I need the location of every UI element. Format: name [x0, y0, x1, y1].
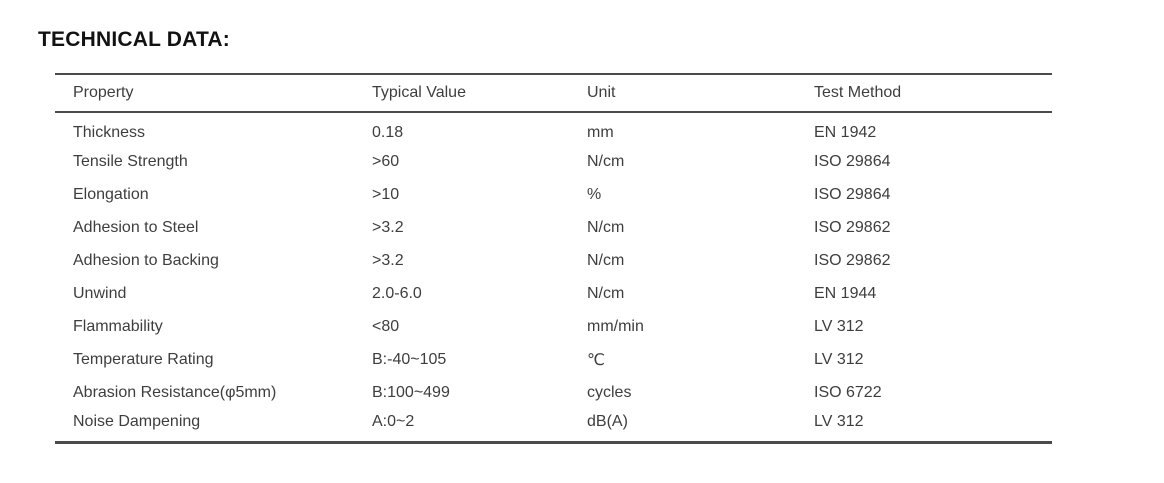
cell-typical-value: <80	[372, 317, 400, 335]
cell-test-method: ISO 6722	[814, 383, 882, 401]
cell-typical-value: 2.0-6.0	[372, 284, 422, 302]
cell-test-method: LV 312	[814, 350, 864, 368]
cell-typical-value: >3.2	[372, 218, 404, 236]
cell-unit: N/cm	[587, 218, 625, 236]
cell-unit: cycles	[587, 383, 632, 401]
cell-test-method: LV 312	[814, 412, 864, 430]
table-row: Adhesion to Steel >3.2 N/cm ISO 29862	[55, 211, 1052, 244]
cell-unit: %	[587, 185, 602, 203]
cell-test-method: EN 1942	[814, 123, 877, 141]
table-row: Thickness 0.18 mm EN 1942	[55, 112, 1052, 145]
table-row: Noise Dampening A:0~2 dB(A) LV 312	[55, 409, 1052, 442]
table-body: Thickness 0.18 mm EN 1942 Tensile Streng…	[55, 112, 1052, 442]
column-header-unit: Unit	[587, 74, 814, 113]
cell-unit: N/cm	[587, 284, 625, 302]
cell-property: Tensile Strength	[73, 152, 188, 170]
cell-property: Abrasion Resistance(φ5mm)	[73, 383, 277, 401]
table-row: Unwind 2.0-6.0 N/cm EN 1944	[55, 277, 1052, 310]
cell-test-method: ISO 29864	[814, 185, 891, 203]
cell-test-method: ISO 29862	[814, 251, 891, 269]
cell-typical-value: A:0~2	[372, 412, 415, 430]
table-row: Tensile Strength >60 N/cm ISO 29864	[55, 145, 1052, 178]
table-row: Abrasion Resistance(φ5mm) B:100~499 cycl…	[55, 376, 1052, 409]
cell-unit: mm	[587, 123, 614, 141]
column-header-typical-value: Typical Value	[372, 74, 587, 113]
column-header-test-method: Test Method	[814, 74, 1052, 113]
cell-property: Adhesion to Steel	[73, 218, 199, 236]
cell-typical-value: B:-40~105	[372, 350, 447, 368]
cell-test-method: LV 312	[814, 317, 864, 335]
cell-typical-value: >60	[372, 152, 400, 170]
cell-test-method: EN 1944	[814, 284, 877, 302]
cell-property: Temperature Rating	[73, 350, 214, 368]
table-row: Adhesion to Backing >3.2 N/cm ISO 29862	[55, 244, 1052, 277]
cell-property: Thickness	[73, 123, 146, 141]
cell-typical-value: B:100~499	[372, 383, 450, 401]
cell-property: Elongation	[73, 185, 149, 203]
cell-property: Adhesion to Backing	[73, 251, 219, 269]
cell-property: Unwind	[73, 284, 127, 302]
cell-typical-value: >10	[372, 185, 400, 203]
column-header-property: Property	[55, 74, 372, 113]
cell-unit: ℃	[587, 351, 605, 369]
cell-unit: N/cm	[587, 152, 625, 170]
technical-data-table: Property Typical Value Unit Test Method …	[55, 73, 1052, 444]
cell-property: Noise Dampening	[73, 412, 201, 430]
cell-unit: mm/min	[587, 317, 644, 335]
table-row: Elongation >10 % ISO 29864	[55, 178, 1052, 211]
cell-property: Flammability	[73, 317, 163, 335]
cell-test-method: ISO 29864	[814, 152, 891, 170]
cell-test-method: ISO 29862	[814, 218, 891, 236]
table-row: Temperature Rating B:-40~105 ℃ LV 312	[55, 343, 1052, 376]
table-header: Property Typical Value Unit Test Method	[55, 74, 1052, 113]
cell-typical-value: >3.2	[372, 251, 404, 269]
cell-unit: dB(A)	[587, 412, 628, 430]
table-row: Flammability <80 mm/min LV 312	[55, 310, 1052, 343]
cell-unit: N/cm	[587, 251, 625, 269]
header-row: Property Typical Value Unit Test Method	[55, 74, 1052, 113]
cell-typical-value: 0.18	[372, 123, 404, 141]
page-title: TECHNICAL DATA:	[38, 28, 230, 51]
